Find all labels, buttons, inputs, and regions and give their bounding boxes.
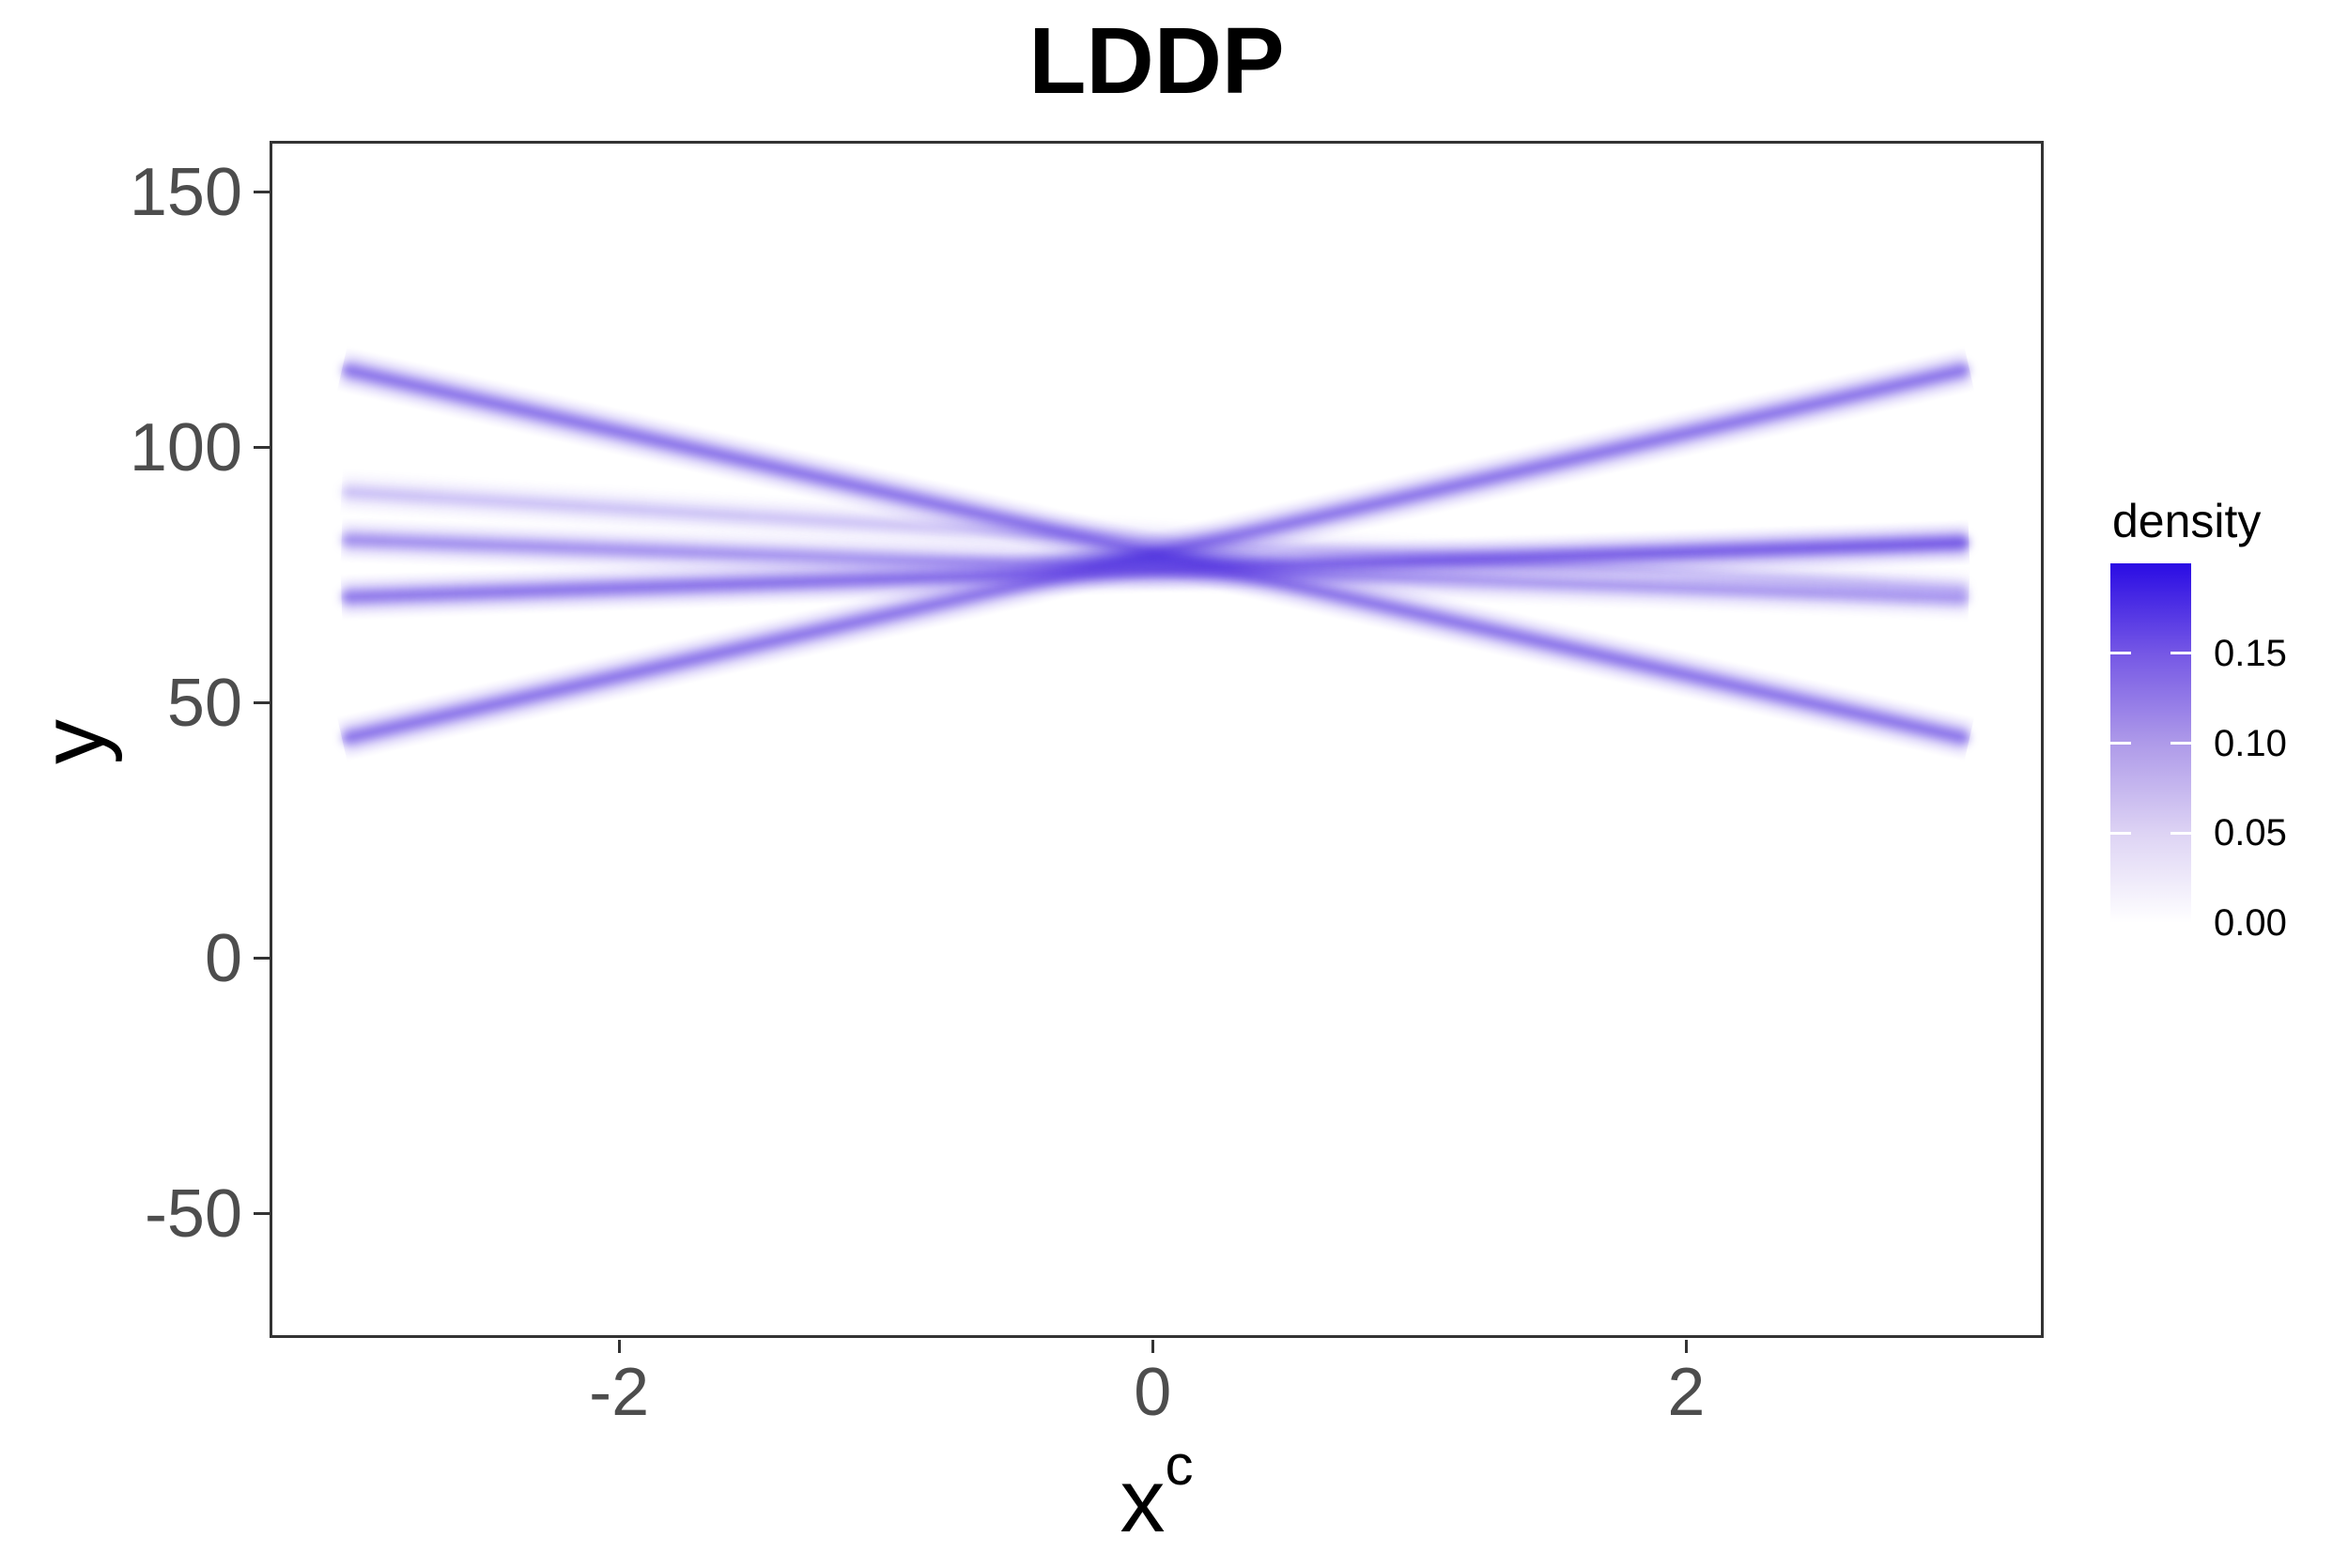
y-tick-label: -50 [144,1176,242,1252]
y-tick-mark [254,191,270,194]
x-axis-title: xc [270,1434,2044,1562]
x-tick-label: 0 [1134,1355,1172,1430]
legend-tick-mark [2170,652,2191,655]
legend-tick-mark [2110,652,2131,655]
plot-panel [270,141,2044,1338]
x-axis-title-base: x [1120,1451,1166,1551]
legend-tick-mark [2170,831,2191,835]
legend-tick-label: 0.00 [2214,902,2287,944]
plot-title: LDDP [1028,8,1285,114]
y-tick-label: 50 [166,665,242,741]
y-tick-mark [254,446,270,450]
legend-tick-mark [2110,742,2131,745]
x-axis-title-superscript: c [1165,1434,1194,1497]
x-tick-mark [1151,1340,1154,1353]
y-tick-label: 150 [129,154,242,230]
density-lines-layer [272,144,2041,1335]
legend-tick-label: 0.05 [2214,812,2287,854]
legend-tick-mark [2170,742,2191,745]
legend-tick-mark [2110,831,2131,835]
x-tick-label: -2 [589,1355,650,1430]
y-tick-mark [254,1212,270,1216]
y-tick-mark [254,701,270,705]
x-tick-label: 2 [1667,1355,1706,1430]
y-tick-mark [254,957,270,961]
legend-tick-label: 0.10 [2214,722,2287,764]
legend-title: density [2112,495,2262,547]
x-tick-mark [617,1340,621,1353]
density-hotspot [1014,544,1297,575]
y-tick-label: 100 [129,409,242,485]
legend-tick-label: 0.15 [2214,632,2287,674]
x-tick-mark [1684,1340,1688,1353]
y-tick-label: 0 [204,920,242,996]
